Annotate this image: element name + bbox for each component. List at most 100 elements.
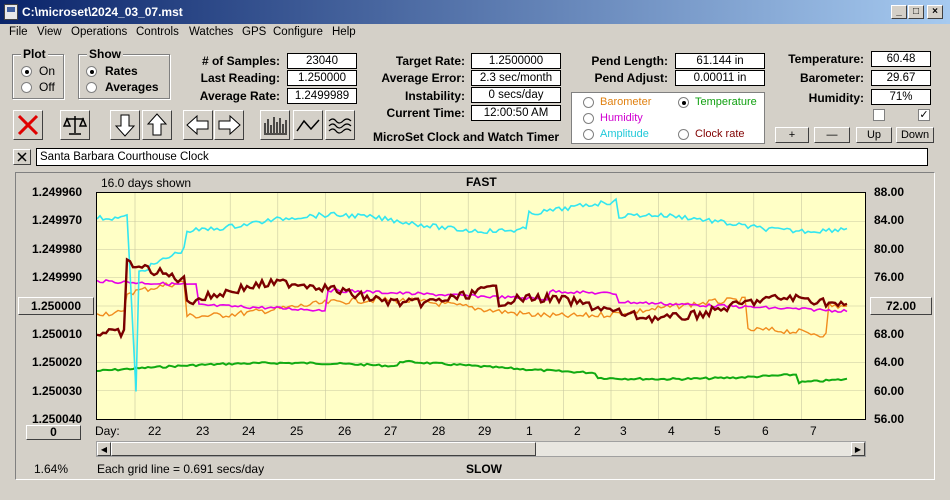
title-bar: C:\microset\2024_03_07.mst _ □ × (0, 0, 950, 24)
aux-temperature-radio[interactable] (678, 97, 689, 108)
aux-checkbox-2[interactable]: ✓ (918, 109, 930, 121)
aux-checkbox-1[interactable] (873, 109, 885, 121)
menu-operations[interactable]: Operations (71, 26, 128, 38)
days-shown-label: 16.0 days shown (101, 176, 192, 190)
balance-scale-icon (62, 116, 88, 135)
app-name: MicroSet Clock and Watch Timer (373, 130, 560, 144)
aux-amplitude-radio[interactable] (583, 129, 594, 140)
right-tick-1: 88.00 (874, 185, 905, 199)
average-error-field: 2.3 sec/month (471, 70, 561, 86)
line-graph-icon (296, 119, 320, 132)
arrow-up-icon (146, 113, 168, 136)
aux-barometer-radio[interactable] (583, 97, 594, 108)
show-rates-radio[interactable] (86, 66, 97, 77)
left-center-button[interactable]: 1.250000 (18, 297, 94, 315)
left-percent-label: 1.64% (34, 462, 69, 476)
target-rate-field[interactable]: 1.2500000 (471, 53, 561, 69)
right-tick-8: 56.00 (874, 412, 905, 426)
wave-icon (328, 118, 352, 134)
aux-clock-rate-radio[interactable] (678, 129, 689, 140)
arrow-right-icon (218, 114, 241, 136)
plot-group-title: Plot (21, 47, 48, 61)
bottom-left-button[interactable]: 0 (26, 425, 81, 440)
show-rates-label: Rates (105, 64, 138, 78)
right-tick-4: 76.00 (874, 270, 905, 284)
scroll-right-button[interactable]: ▶ (851, 442, 865, 456)
wave-view-button[interactable] (325, 110, 355, 140)
menu-view[interactable]: View (37, 26, 62, 38)
scroll-left-button[interactable]: ◀ (97, 442, 111, 456)
close-button[interactable]: × (927, 5, 943, 19)
day-tick-26: 26 (338, 424, 352, 438)
right-tick-3: 80.00 (874, 242, 905, 256)
day-tick-22: 22 (148, 424, 162, 438)
show-averages-radio[interactable] (86, 82, 97, 93)
aux-temperature-label: Temperature (695, 96, 757, 108)
plot-off-label: Off (39, 80, 55, 94)
target-rate-label: Target Rate: (395, 54, 465, 68)
day-tick-27: 27 (384, 424, 398, 438)
aux-down-button[interactable]: Down (896, 127, 934, 143)
rate-graph (97, 193, 865, 419)
menu-bar: File View Operations Controls Watches GP… (0, 24, 950, 42)
aux-minus-button[interactable]: — (814, 127, 850, 143)
window-title: C:\microset\2024_03_07.mst (22, 5, 183, 19)
minimize-button[interactable]: _ (891, 5, 907, 19)
scroll-thumb[interactable] (111, 442, 536, 456)
arrow-down-button[interactable] (110, 110, 140, 140)
grid-note-label: Each grid line = 0.691 secs/day (97, 462, 265, 476)
pend-adjust-field[interactable]: 0.00011 in (675, 70, 765, 86)
instability-label: Instability: (404, 89, 465, 103)
show-group-title: Show (87, 47, 123, 61)
day-tick-29: 29 (478, 424, 492, 438)
show-averages-label: Averages (105, 80, 159, 94)
line-view-button[interactable] (293, 110, 323, 140)
arrow-left-button[interactable] (183, 110, 213, 140)
day-tick-7: 7 (810, 424, 817, 438)
day-tick-23: 23 (196, 424, 210, 438)
average-rate-label: Average Rate: (199, 89, 280, 103)
close-x-icon (17, 152, 27, 162)
menu-controls[interactable]: Controls (136, 26, 179, 38)
rate-series-line (97, 257, 848, 340)
humidity-series-line (97, 278, 848, 313)
menu-help[interactable]: Help (332, 26, 356, 38)
menu-file[interactable]: File (9, 26, 28, 38)
aux-up-button[interactable]: Up (856, 127, 892, 143)
menu-watches[interactable]: Watches (189, 26, 234, 38)
bars-view-button[interactable] (260, 110, 290, 140)
horizontal-scrollbar[interactable]: ◀ ▶ (96, 441, 866, 457)
left-tick-8: 1.250040 (32, 412, 83, 426)
plot-off-radio[interactable] (21, 82, 32, 93)
day-tick-24: 24 (242, 424, 256, 438)
left-tick-7: 1.250030 (32, 384, 83, 398)
clear-button[interactable] (13, 110, 43, 140)
last-reading-label: Last Reading: (200, 71, 280, 85)
arrow-up-button[interactable] (142, 110, 172, 140)
arrow-right-button[interactable] (214, 110, 244, 140)
clock-name-field[interactable]: Santa Barbara Courthouse Clock (36, 148, 928, 166)
maximize-button[interactable]: □ (908, 5, 924, 19)
aux-plus-button[interactable]: + (775, 127, 809, 143)
right-tick-6: 64.00 (874, 355, 905, 369)
balance-button[interactable] (60, 110, 90, 140)
right-center-button[interactable]: 72.00 (870, 297, 932, 315)
green-series-line (97, 359, 848, 385)
left-tick-4: 1.249990 (32, 270, 83, 284)
menu-configure[interactable]: Configure (273, 26, 323, 38)
menu-gps[interactable]: GPS (242, 26, 267, 38)
right-tick-7: 60.00 (874, 384, 905, 398)
pend-length-field[interactable]: 61.144 in (675, 53, 765, 69)
temperature-series-line (97, 197, 848, 392)
aux-clock-rate-label: Clock rate (695, 128, 745, 140)
plot-area[interactable] (96, 192, 866, 420)
arrow-down-icon (114, 114, 136, 137)
average-rate-field: 1.2499989 (287, 88, 357, 104)
aux-humidity-label: Humidity (600, 112, 643, 124)
app-icon[interactable] (4, 4, 18, 20)
slow-label: SLOW (466, 462, 502, 476)
clock-close-button[interactable] (13, 149, 31, 165)
plot-on-radio[interactable] (21, 66, 32, 77)
aux-amplitude-label: Amplitude (600, 128, 649, 140)
aux-humidity-radio[interactable] (583, 113, 594, 124)
